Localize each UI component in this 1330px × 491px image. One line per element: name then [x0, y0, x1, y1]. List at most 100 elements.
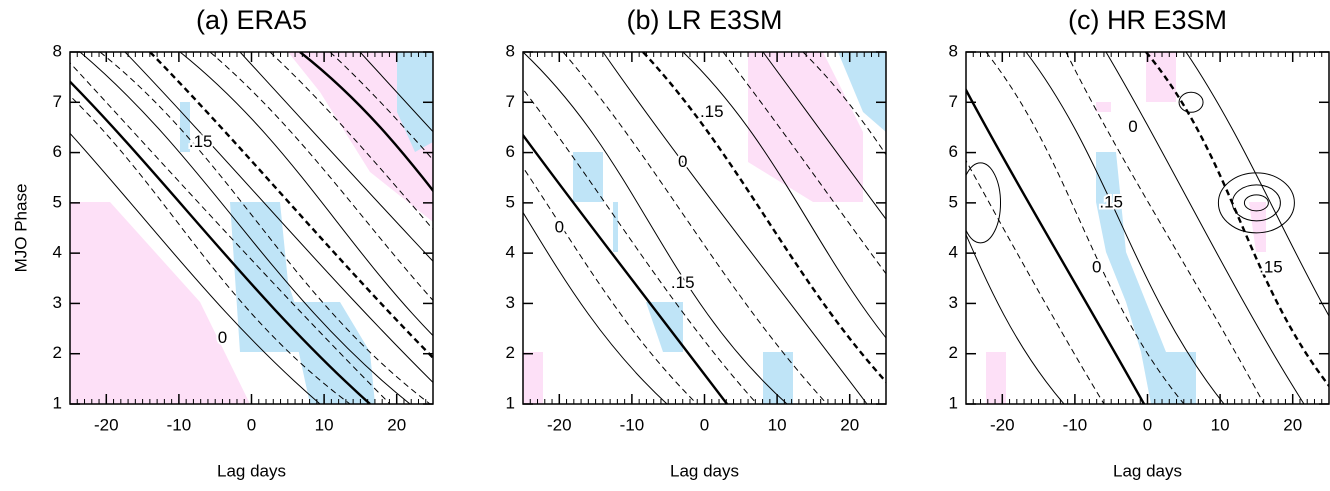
y-tick-label: 8 [53, 41, 62, 60]
contour-line [1178, 91, 1204, 113]
contour-line [79, 52, 411, 404]
panel-title: (a) ERA5 [196, 5, 307, 35]
significance-shading [646, 302, 683, 352]
panel: -20 -10 0 10 20 1 2 3 4 5 6 7 8 .15 0 (a) ERA5 Lag days [53, 5, 434, 480]
significance-shading [986, 352, 1006, 404]
panel: -20 -10 0 10 20 1 2 3 4 5 6 7 8 0 .15 0 .15 (c) HR E3SM La… [949, 5, 1330, 480]
y-tick-label: 7 [949, 92, 958, 111]
x-tick-label: -10 [620, 415, 645, 434]
y-tick-label: 6 [53, 142, 62, 161]
contour-line [523, 133, 728, 404]
significance-shading [1096, 102, 1111, 112]
contour-label: .15 [189, 132, 213, 151]
contour-line [642, 52, 886, 384]
x-tick-label: 20 [840, 415, 859, 434]
significance-shading [748, 52, 863, 202]
x-tick-label: -10 [167, 415, 192, 434]
contour-line [1185, 52, 1329, 317]
y-tick-label: 5 [949, 192, 958, 211]
contour-line [70, 95, 351, 404]
significance-shading [230, 202, 310, 352]
significance-shading [573, 152, 618, 252]
contour-line [269, 52, 433, 231]
y-tick-label: 3 [506, 293, 515, 312]
contour-label: 0 [218, 328, 227, 347]
x-axis-label: Lag days [670, 461, 739, 480]
y-tick-label: 4 [506, 243, 515, 262]
contour-line [239, 52, 433, 262]
contour-line [1025, 52, 1225, 404]
significance-shading [288, 52, 433, 222]
contour-line [966, 87, 1146, 404]
contour-line [1217, 172, 1295, 234]
y-tick-label: 2 [949, 343, 958, 362]
y-tick-label: 8 [949, 41, 958, 60]
contour-label: 0 [678, 152, 687, 171]
x-tick-label: -10 [1063, 415, 1088, 434]
x-tick-label: 20 [1283, 415, 1302, 434]
y-tick-label: 7 [53, 92, 62, 111]
plot-area [70, 52, 433, 404]
plot-area [966, 52, 1329, 404]
x-axis-label: Lag days [1113, 461, 1182, 480]
contour-line [682, 52, 886, 339]
significance-shading [523, 352, 543, 404]
contour-line [1145, 52, 1329, 388]
x-tick-label: 0 [247, 415, 256, 434]
y-tick-label: 5 [506, 192, 515, 211]
contour-line [762, 52, 886, 221]
x-axis-label: Lag days [217, 461, 286, 480]
x-tick-label: -20 [547, 415, 572, 434]
contour-line [602, 52, 868, 404]
contour-label: 0 [1128, 117, 1137, 136]
y-tick-label: 2 [506, 343, 515, 362]
contour-line [966, 159, 1105, 404]
y-tick-label: 8 [506, 41, 515, 60]
contour-line [70, 62, 391, 404]
significance-shading [397, 52, 433, 152]
contour-label: .15 [1099, 192, 1123, 211]
significance-shading [1146, 52, 1176, 102]
x-tick-label: 10 [1211, 415, 1230, 434]
contour-line [523, 52, 788, 404]
contour-line [70, 79, 371, 404]
y-tick-label: 4 [53, 243, 62, 262]
contour-label: .15 [1259, 258, 1283, 277]
significance-shading [763, 352, 793, 404]
y-tick-label: 3 [53, 293, 62, 312]
y-axis-label: MJO Phase [11, 184, 30, 273]
y-tick-label: 1 [949, 393, 958, 412]
contour-line [299, 52, 433, 193]
y-tick-label: 5 [53, 192, 62, 211]
contour-label: .15 [700, 102, 724, 121]
x-tick-label: 0 [700, 415, 709, 434]
contour-line [179, 52, 433, 337]
contour-line [1231, 184, 1281, 222]
panel: -20 -10 0 10 20 1 2 3 4 5 6 7 8 .15 0 0 .15 (b) LR E3SM La… [506, 5, 887, 480]
x-tick-label: 10 [315, 415, 334, 434]
contour-line [802, 52, 886, 156]
contour-line [985, 52, 1185, 404]
significance-shading [288, 302, 375, 404]
contour-line [99, 52, 431, 404]
significance-shading [70, 202, 250, 404]
contour-line [523, 166, 698, 404]
contour-line [1243, 194, 1269, 212]
contour-label: 0 [555, 217, 564, 236]
contour-line [1065, 52, 1265, 404]
x-tick-label: 0 [1143, 415, 1152, 434]
contour-line [70, 132, 321, 404]
contour-line [523, 211, 668, 404]
contour-label: 0 [1092, 258, 1101, 277]
y-tick-label: 6 [949, 142, 958, 161]
panel-title: (c) HR E3SM [1068, 5, 1227, 35]
contour-line [359, 52, 433, 133]
contour-line [966, 162, 1002, 244]
y-tick-label: 6 [506, 142, 515, 161]
y-tick-label: 1 [53, 393, 62, 412]
y-tick-label: 4 [949, 243, 958, 262]
x-tick-label: 20 [387, 415, 406, 434]
x-tick-label: 10 [768, 415, 787, 434]
y-tick-label: 2 [53, 343, 62, 362]
